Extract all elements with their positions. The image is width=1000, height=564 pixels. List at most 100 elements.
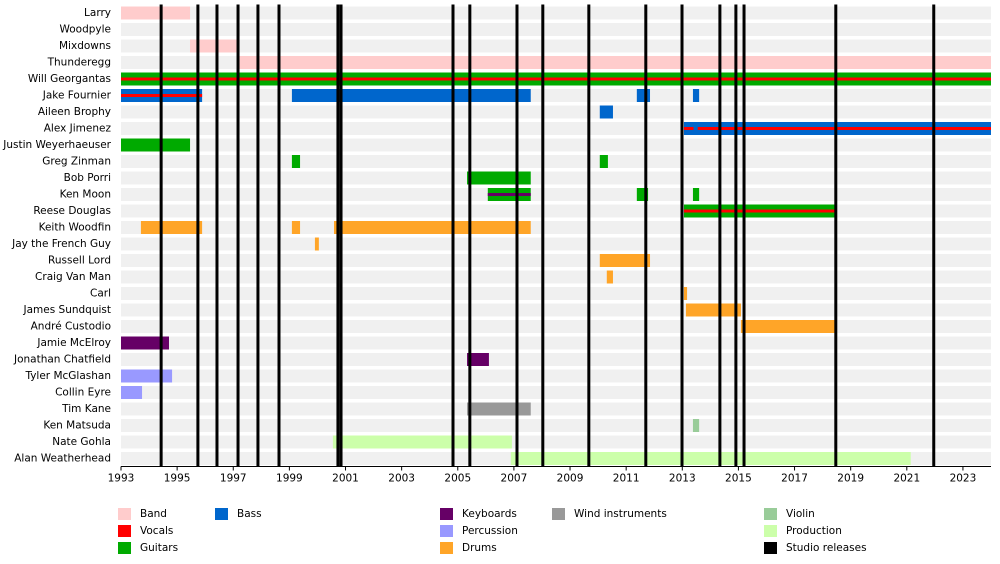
legend-label: Production <box>786 525 842 537</box>
row-label: Will Georgantas <box>28 73 111 85</box>
x-tick-label: 2001 <box>332 473 359 485</box>
row-label: André Custodio <box>31 321 111 333</box>
legend-label: Vocals <box>140 525 173 537</box>
segment <box>291 89 531 102</box>
x-tick-label: 1993 <box>108 473 135 485</box>
legend-swatch <box>764 508 777 520</box>
legend-label: Studio releases <box>786 542 867 554</box>
row-background <box>121 303 991 317</box>
segment <box>121 386 143 399</box>
row-background <box>121 369 991 383</box>
segment <box>334 221 531 234</box>
x-tick-label: 1997 <box>220 473 247 485</box>
row-background <box>121 221 991 234</box>
row-label: Tyler McGlashan <box>24 370 111 382</box>
legend-swatch <box>440 525 453 537</box>
segment <box>467 353 489 366</box>
x-tick-label: 2017 <box>781 473 808 485</box>
row-label: Reese Douglas <box>33 205 111 217</box>
segment <box>510 452 911 465</box>
legend-swatch <box>118 508 131 520</box>
segment <box>121 6 191 20</box>
segment <box>599 105 613 119</box>
row-label: Ken Matsuda <box>43 420 111 432</box>
row-background <box>121 23 991 36</box>
segment <box>121 369 173 383</box>
row-background <box>121 138 991 152</box>
row-label: Mixdowns <box>59 40 111 52</box>
segment <box>467 402 531 416</box>
row-background <box>121 254 991 267</box>
row-label: Jamie McElroy <box>36 337 111 349</box>
row-label: Jonathan Chatfield <box>13 354 111 366</box>
segment <box>467 171 531 185</box>
segment <box>332 435 512 449</box>
row-label: Nate Gohla <box>52 436 111 448</box>
row-label: Collin Eyre <box>55 387 111 399</box>
row-background <box>121 237 991 251</box>
row-label: Jake Fournier <box>42 90 112 102</box>
legend-label: Wind instruments <box>574 508 667 520</box>
x-tick-label: 2019 <box>837 473 864 485</box>
segment <box>636 89 651 102</box>
x-tick-label: 2007 <box>501 473 528 485</box>
row-label: Thunderegg <box>47 57 111 69</box>
x-tick-label: 2023 <box>950 473 977 485</box>
row-background <box>121 336 991 350</box>
row-label: Carl <box>90 288 111 300</box>
segment <box>291 221 301 234</box>
x-tick-label: 2005 <box>444 473 471 485</box>
segment <box>487 193 531 196</box>
segment <box>121 336 169 350</box>
segment <box>599 155 608 168</box>
row-label: James Sundquist <box>23 304 112 316</box>
row-label: Alan Weatherhead <box>14 453 111 465</box>
segment <box>291 155 301 168</box>
segment <box>238 56 991 69</box>
row-label: Keith Woodfin <box>39 222 111 234</box>
row-label: Tim Kane <box>61 403 111 415</box>
row-background <box>121 287 991 300</box>
row-label: Bob Porri <box>64 172 111 184</box>
legend-label: Keyboards <box>462 508 517 520</box>
row-background <box>121 105 991 119</box>
legend-label: Drums <box>462 542 497 554</box>
segment <box>606 270 613 284</box>
segment <box>190 39 239 53</box>
segment <box>692 89 700 102</box>
row-background <box>121 188 991 201</box>
row-background <box>121 155 991 168</box>
row-label: Woodpyle <box>59 24 111 36</box>
segment <box>121 77 991 81</box>
row-label: Larry <box>84 7 111 19</box>
x-tick-label: 2003 <box>388 473 415 485</box>
legend-label: Percussion <box>462 525 518 537</box>
row-label: Craig Van Man <box>35 271 111 283</box>
segment <box>599 254 651 267</box>
row-background <box>121 353 991 366</box>
segment <box>314 237 319 251</box>
x-tick-label: 2009 <box>557 473 584 485</box>
row-background <box>121 204 991 218</box>
row-background <box>121 39 991 53</box>
row-background <box>121 171 991 185</box>
row-background <box>121 320 991 333</box>
segment <box>692 419 700 432</box>
legend-swatch <box>764 525 777 537</box>
row-label: Aileen Brophy <box>38 106 111 118</box>
row-background <box>121 270 991 284</box>
row-label: Greg Zinman <box>42 156 111 168</box>
row-background <box>121 435 991 449</box>
legend-label: Band <box>140 508 167 520</box>
row-background <box>121 6 991 20</box>
legend-label: Guitars <box>140 542 178 554</box>
segment <box>685 303 741 317</box>
segment <box>692 188 700 201</box>
row-label: Russell Lord <box>48 255 111 267</box>
row-background <box>121 402 991 416</box>
row-label: Alex Jimenez <box>44 123 112 135</box>
row-label: Jay the French Guy <box>11 238 111 250</box>
x-tick-label: 2013 <box>669 473 696 485</box>
legend-label: Bass <box>237 508 262 520</box>
legend-swatch <box>118 525 131 537</box>
